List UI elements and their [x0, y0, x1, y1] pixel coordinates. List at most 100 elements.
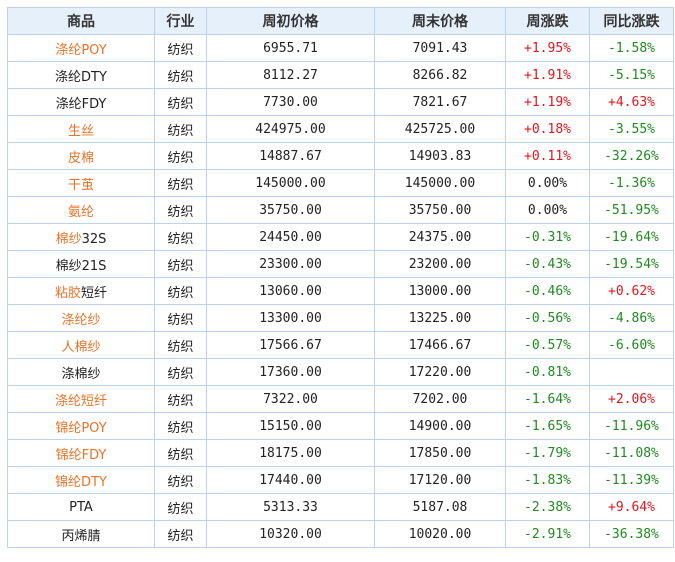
- end-price-cell: 14903.83: [374, 142, 506, 170]
- commodity-name: 丙烯腈: [61, 528, 101, 544]
- price-table-container: 商品 行业 周初价格 周末价格 周涨跌 同比涨跌 涤纶POY 纺织 6955.71 7…: [7, 7, 674, 548]
- commodity-link[interactable]: 锦纶POY: [55, 420, 107, 436]
- yoy-change-cell: -6.60%: [589, 331, 674, 359]
- industry-cell: 纺织: [154, 412, 207, 440]
- industry-cell: 纺织: [154, 142, 207, 170]
- commodity-link[interactable]: 粘胶: [54, 285, 81, 301]
- end-price-cell: 13000.00: [374, 277, 506, 305]
- end-price-cell: 8266.82: [374, 61, 506, 89]
- commodity-name-cell: 锦纶FDY: [7, 439, 155, 467]
- week-change-cell: -0.57%: [505, 331, 590, 359]
- start-price-cell: 6955.71: [206, 34, 375, 62]
- header-end-price[interactable]: 周末价格: [374, 7, 506, 35]
- table-row: 涤纶DTY 纺织 8112.27 8266.82 +1.91% -5.15%: [7, 61, 674, 89]
- week-change-cell: -2.38%: [505, 493, 590, 521]
- table-row: 丙烯腈 纺织 10320.00 10020.00 -2.91% -36.38%: [7, 520, 674, 548]
- header-industry[interactable]: 行业: [154, 7, 207, 35]
- week-change-cell: +1.95%: [505, 34, 590, 62]
- commodity-link[interactable]: 涤纶短纤: [54, 393, 107, 409]
- start-price-cell: 17360.00: [206, 358, 375, 386]
- week-change-cell: -0.81%: [505, 358, 590, 386]
- header-start-price[interactable]: 周初价格: [206, 7, 375, 35]
- commodity-price-table: 商品 行业 周初价格 周末价格 周涨跌 同比涨跌 涤纶POY 纺织 6955.71 7…: [7, 7, 674, 548]
- week-change-cell: -0.31%: [505, 223, 590, 251]
- table-row: PTA 纺织 5313.33 5187.08 -2.38% +9.64%: [7, 493, 674, 521]
- header-commodity[interactable]: 商品: [7, 7, 155, 35]
- commodity-link[interactable]: 锦纶FDY: [55, 447, 107, 463]
- commodity-name-cell: 涤纶POY: [7, 34, 155, 62]
- commodity-link[interactable]: 氨纶: [67, 204, 94, 220]
- yoy-change-cell: +4.63%: [589, 88, 674, 116]
- commodity-link[interactable]: 生丝: [67, 123, 94, 139]
- commodity-link[interactable]: 皮棉: [67, 150, 94, 166]
- start-price-cell: 8112.27: [206, 61, 375, 89]
- end-price-cell: 17466.67: [374, 331, 506, 359]
- end-price-cell: 17850.00: [374, 439, 506, 467]
- industry-cell: 纺织: [154, 331, 207, 359]
- week-change-cell: +1.91%: [505, 61, 590, 89]
- commodity-name-cell: 皮棉: [7, 142, 155, 170]
- week-change-cell: 0.00%: [505, 196, 590, 224]
- week-change-cell: -0.43%: [505, 250, 590, 278]
- start-price-cell: 13060.00: [206, 277, 375, 305]
- commodity-name-cell: 人棉纱: [7, 331, 155, 359]
- commodity-link[interactable]: 涤纶纱: [61, 312, 101, 328]
- start-price-cell: 23300.00: [206, 250, 375, 278]
- end-price-cell: 145000.00: [374, 169, 506, 197]
- commodity-name: 棉纱21S: [55, 258, 107, 274]
- yoy-change-cell: -32.26%: [589, 142, 674, 170]
- commodity-name-cell: 涤棉纱: [7, 358, 155, 386]
- week-change-cell: -1.64%: [505, 385, 590, 413]
- industry-cell: 纺织: [154, 439, 207, 467]
- yoy-change-cell: -51.95%: [589, 196, 674, 224]
- commodity-link[interactable]: 干茧: [67, 177, 94, 193]
- start-price-cell: 10320.00: [206, 520, 375, 548]
- commodity-name-suffix: 短纤: [81, 285, 108, 301]
- yoy-change-cell: -36.38%: [589, 520, 674, 548]
- yoy-change-cell: -3.55%: [589, 115, 674, 143]
- table-row: 生丝 纺织 424975.00 425725.00 +0.18% -3.55%: [7, 115, 674, 143]
- industry-cell: 纺织: [154, 115, 207, 143]
- end-price-cell: 5187.08: [374, 493, 506, 521]
- industry-cell: 纺织: [154, 61, 207, 89]
- start-price-cell: 7730.00: [206, 88, 375, 116]
- industry-cell: 纺织: [154, 493, 207, 521]
- week-change-cell: -1.65%: [505, 412, 590, 440]
- table-row: 涤棉纱 纺织 17360.00 17220.00 -0.81%: [7, 358, 674, 386]
- industry-cell: 纺织: [154, 358, 207, 386]
- commodity-name-cell: 涤纶短纤: [7, 385, 155, 413]
- end-price-cell: 13225.00: [374, 304, 506, 332]
- table-header-row: 商品 行业 周初价格 周末价格 周涨跌 同比涨跌: [7, 7, 674, 35]
- yoy-change-cell: -11.08%: [589, 439, 674, 467]
- table-row: 人棉纱 纺织 17566.67 17466.67 -0.57% -6.60%: [7, 331, 674, 359]
- commodity-name-cell: 锦纶DTY: [7, 466, 155, 494]
- commodity-name-cell: 涤纶纱: [7, 304, 155, 332]
- commodity-link[interactable]: 锦纶DTY: [55, 474, 107, 490]
- header-yoy-change[interactable]: 同比涨跌: [589, 7, 674, 35]
- commodity-name-cell: 棉纱21S: [7, 250, 155, 278]
- commodity-name: PTA: [69, 499, 93, 515]
- week-change-cell: +1.19%: [505, 88, 590, 116]
- table-row: 涤纶FDY 纺织 7730.00 7821.67 +1.19% +4.63%: [7, 88, 674, 116]
- table-row: 棉纱32S 纺织 24450.00 24375.00 -0.31% -19.64%: [7, 223, 674, 251]
- week-change-cell: 0.00%: [505, 169, 590, 197]
- header-week-change[interactable]: 周涨跌: [505, 7, 590, 35]
- commodity-link[interactable]: 涤纶POY: [55, 42, 107, 58]
- industry-cell: 纺织: [154, 385, 207, 413]
- commodity-link[interactable]: 人棉纱: [61, 339, 101, 355]
- yoy-change-cell: -11.39%: [589, 466, 674, 494]
- end-price-cell: 7202.00: [374, 385, 506, 413]
- week-change-cell: -1.79%: [505, 439, 590, 467]
- commodity-name-cell: 涤纶FDY: [7, 88, 155, 116]
- end-price-cell: 24375.00: [374, 223, 506, 251]
- commodity-link[interactable]: 棉纱: [55, 231, 82, 247]
- commodity-name-cell: 氨纶: [7, 196, 155, 224]
- yoy-change-cell: -1.58%: [589, 34, 674, 62]
- industry-cell: 纺织: [154, 196, 207, 224]
- table-row: 锦纶DTY 纺织 17440.00 17120.00 -1.83% -11.39%: [7, 466, 674, 494]
- industry-cell: 纺织: [154, 169, 207, 197]
- table-row: 涤纶纱 纺织 13300.00 13225.00 -0.56% -4.86%: [7, 304, 674, 332]
- start-price-cell: 17566.67: [206, 331, 375, 359]
- end-price-cell: 10020.00: [374, 520, 506, 548]
- start-price-cell: 7322.00: [206, 385, 375, 413]
